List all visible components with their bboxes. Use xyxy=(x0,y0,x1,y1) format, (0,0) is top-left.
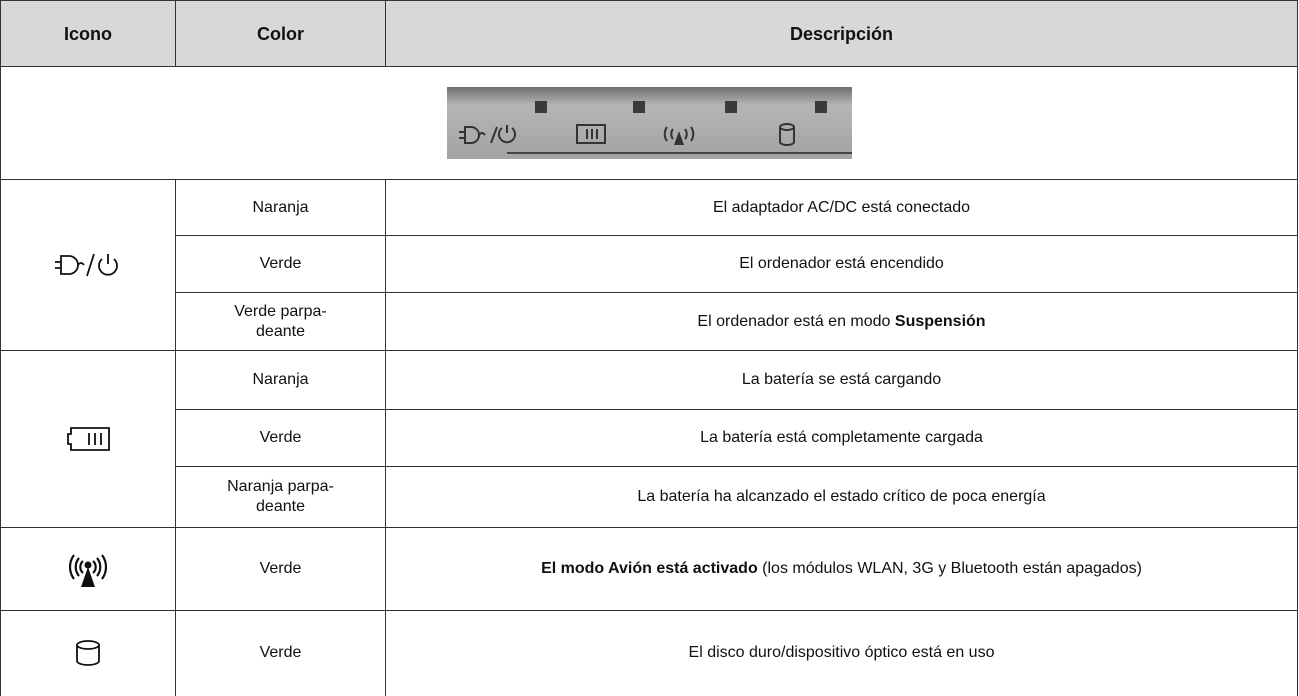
text: La batería ha alcanzado el estado crític… xyxy=(637,488,1046,505)
bold-text: El modo Avión está activado xyxy=(541,560,758,577)
bold-text: Suspensión xyxy=(894,312,986,330)
description-cell: La batería se está cargando xyxy=(385,350,1298,410)
description-cell: La batería ha alcanzado el estado crític… xyxy=(385,466,1298,528)
icon-cell xyxy=(0,527,176,611)
color-cell: Verde xyxy=(175,527,386,611)
led-photo xyxy=(446,87,852,159)
icon-cell xyxy=(0,350,176,528)
power-icon xyxy=(55,253,118,277)
description-cell: El adaptador AC/DC está conectado xyxy=(385,179,1298,236)
color-cell: Verde xyxy=(175,610,386,696)
header-cell: Descripción xyxy=(385,0,1298,67)
text: La batería está completamente cargada xyxy=(700,429,983,446)
text: El adaptador AC/DC está conectado xyxy=(712,198,971,216)
color-cell: Verde parpa- deante xyxy=(175,292,386,351)
row: Naranja El adaptador AC/DC está conectad… xyxy=(0,179,1298,351)
airplane-mode-icon xyxy=(68,554,108,587)
color-cell: Naranja parpa- deante xyxy=(175,466,386,528)
icon-cell xyxy=(0,610,176,696)
text: La batería se está cargando xyxy=(741,371,942,388)
row: Verde El ordenador está encendido xyxy=(1,235,1298,293)
header-cell: Icono xyxy=(0,0,176,67)
row: Verde El modo Avión está activado (los m… xyxy=(0,527,1298,611)
description-cell: El ordenador está encendido xyxy=(385,235,1298,293)
header-cell: Color xyxy=(175,0,386,67)
color-cell: Naranja xyxy=(175,350,386,410)
description-cell: El modo Avión está activado (los módulos… xyxy=(385,527,1298,611)
description-cell: El disco duro/dispositivo óptico está en… xyxy=(385,610,1298,696)
row: Naranja La batería se está cargando xyxy=(0,350,1298,528)
description-cell: La batería está completamente cargada xyxy=(385,409,1298,467)
text: El ordenador está encendido xyxy=(739,255,944,272)
icon-cell xyxy=(0,179,176,351)
row: Verde La batería está completamente carg… xyxy=(1,409,1298,467)
disk-icon xyxy=(76,640,100,667)
header-row: Icono Color Descripción xyxy=(0,0,1298,67)
text: El disco duro/dispositivo óptico está en… xyxy=(688,644,995,662)
battery-icon xyxy=(67,427,110,451)
color-cell: Verde xyxy=(175,235,386,293)
row: Verde El disco duro/dispositivo óptico e… xyxy=(0,610,1298,696)
image-cell xyxy=(0,66,1298,180)
color-cell: Naranja xyxy=(175,179,386,236)
text: El ordenador está en modo xyxy=(697,312,895,330)
image-row xyxy=(0,66,1298,180)
text: (los módulos WLAN, 3G y Bluetooth están … xyxy=(757,560,1142,577)
color-cell: Verde xyxy=(175,409,386,467)
description-cell: El ordenador está en modo Suspensión xyxy=(385,292,1298,351)
row: Verde parpa- deante El ordenador está en… xyxy=(1,292,1298,351)
row: Naranja parpa- deante La batería ha alca… xyxy=(1,466,1298,528)
